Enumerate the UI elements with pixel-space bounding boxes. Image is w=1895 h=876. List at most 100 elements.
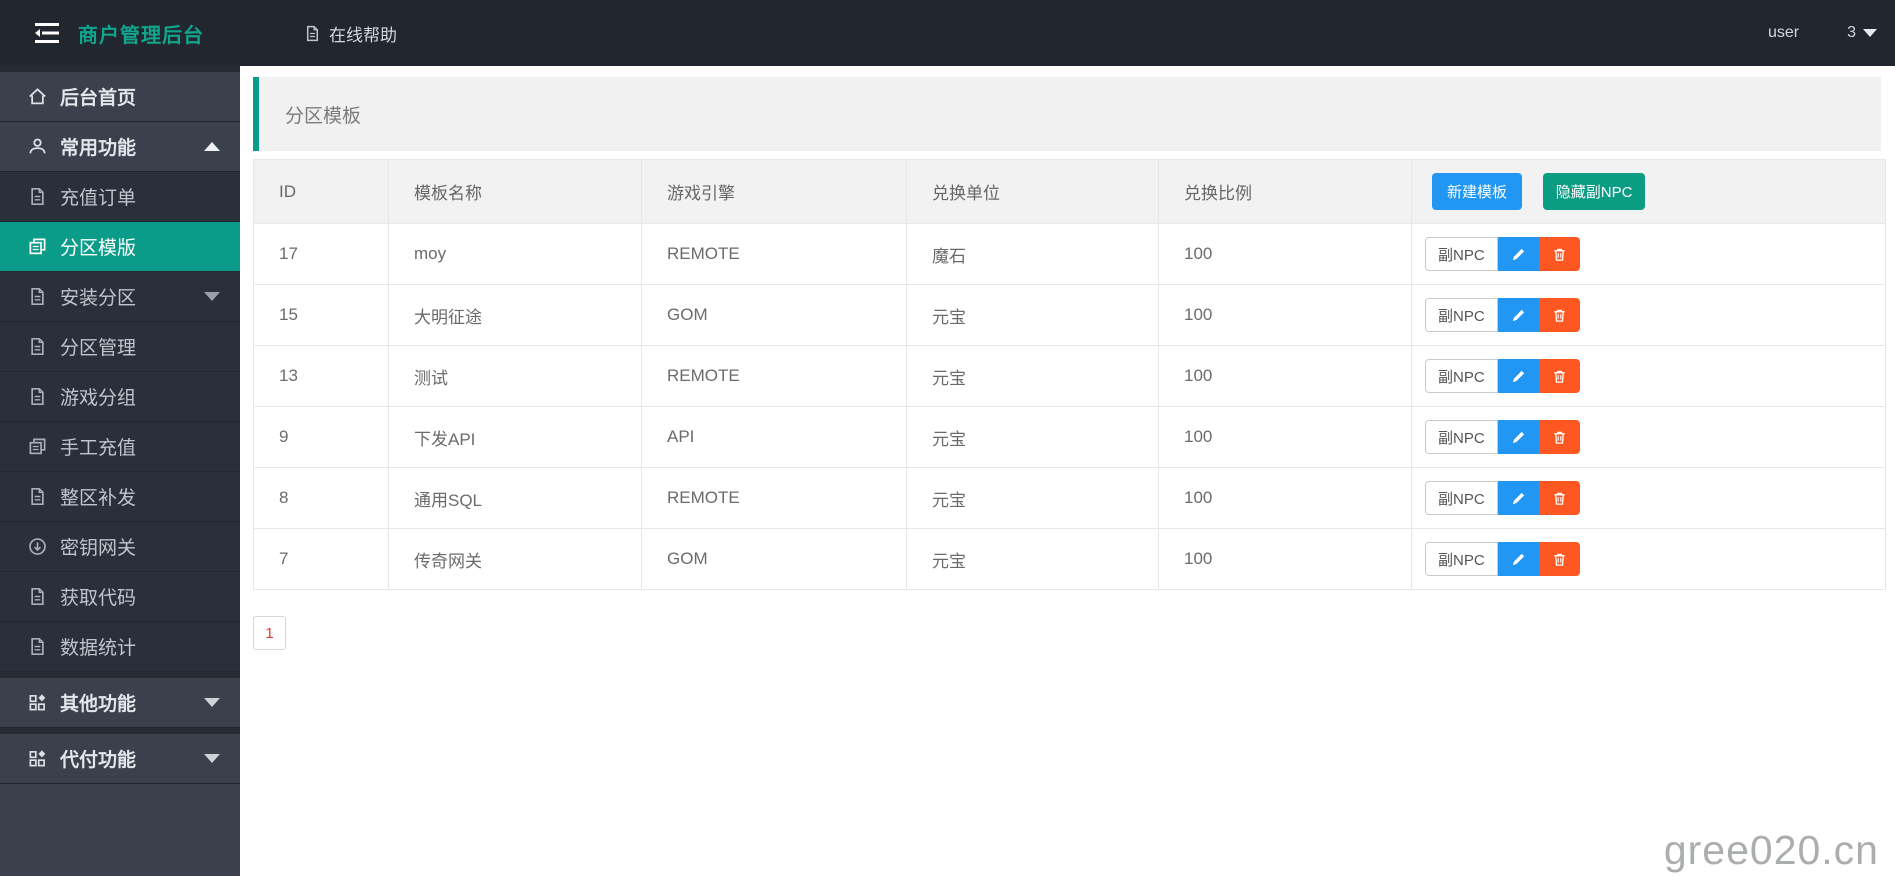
sidebar-item-key-gateway[interactable]: 密钥网关 bbox=[0, 522, 240, 572]
online-help-link[interactable]: 在线帮助 bbox=[304, 21, 397, 46]
cell-id: 7 bbox=[253, 528, 389, 590]
edit-button[interactable] bbox=[1497, 359, 1539, 393]
edit-button[interactable] bbox=[1497, 542, 1539, 576]
page-title-bar: 分区模板 bbox=[253, 77, 1881, 151]
sidebar-item-zone-reissue[interactable]: 整区补发 bbox=[0, 472, 240, 522]
sidebar-item-label: 其他功能 bbox=[60, 694, 137, 715]
table-header-row: ID 模板名称 游戏引擎 兑换单位 兑换比例 新建模板 隐藏副NPC bbox=[253, 159, 1886, 224]
sub-npc-button[interactable]: 副NPC bbox=[1425, 359, 1498, 393]
trash-icon bbox=[1552, 491, 1567, 506]
file-icon bbox=[28, 187, 47, 206]
pencil-icon bbox=[1511, 369, 1526, 384]
col-header-template-name: 模板名称 bbox=[388, 159, 642, 224]
sub-npc-button[interactable]: 副NPC bbox=[1425, 481, 1498, 515]
cell-engine: REMOTE bbox=[641, 223, 907, 285]
sidebar-item-label: 数据统计 bbox=[60, 638, 137, 659]
row-action-group: 副NPC bbox=[1425, 298, 1580, 332]
top-navbar: 商户管理后台 在线帮助 user 3 bbox=[0, 0, 1895, 66]
pencil-icon bbox=[1511, 491, 1526, 506]
cell-unit: 元宝 bbox=[906, 406, 1159, 468]
copy-icon bbox=[28, 437, 47, 456]
cell-actions: 副NPC bbox=[1411, 467, 1886, 529]
file-icon bbox=[28, 637, 47, 656]
delete-button[interactable] bbox=[1538, 237, 1580, 271]
sidebar-item-home[interactable]: 后台首页 bbox=[0, 72, 240, 122]
document-icon bbox=[304, 25, 321, 42]
hide-sub-npc-button[interactable]: 隐藏副NPC bbox=[1542, 173, 1646, 210]
grid-icon bbox=[28, 693, 47, 712]
table-row: 17 moy REMOTE 魔石 100 副NPC bbox=[253, 223, 1886, 285]
pencil-icon bbox=[1511, 552, 1526, 567]
sub-npc-button[interactable]: 副NPC bbox=[1425, 298, 1498, 332]
cell-engine: REMOTE bbox=[641, 467, 907, 529]
table-row: 15 大明征途 GOM 元宝 100 副NPC bbox=[253, 284, 1886, 346]
sidebar-toggle-icon[interactable] bbox=[34, 22, 60, 44]
cell-engine: REMOTE bbox=[641, 345, 907, 407]
cell-name: 传奇网关 bbox=[388, 528, 642, 590]
cell-unit: 元宝 bbox=[906, 467, 1159, 529]
cell-ratio: 100 bbox=[1158, 528, 1412, 590]
col-header-actions: 新建模板 隐藏副NPC bbox=[1411, 159, 1886, 224]
row-action-group: 副NPC bbox=[1425, 481, 1580, 515]
delete-button[interactable] bbox=[1538, 542, 1580, 576]
table-row: 13 测试 REMOTE 元宝 100 副NPC bbox=[253, 345, 1886, 407]
delete-button[interactable] bbox=[1538, 359, 1580, 393]
new-template-button[interactable]: 新建模板 bbox=[1432, 173, 1523, 210]
caret-down-icon bbox=[204, 698, 220, 707]
pencil-icon bbox=[1511, 308, 1526, 323]
sub-npc-button[interactable]: 副NPC bbox=[1425, 420, 1498, 454]
col-header-exchange-unit: 兑换单位 bbox=[906, 159, 1159, 224]
edit-button[interactable] bbox=[1497, 298, 1539, 332]
sidebar-item-partition-template[interactable]: 分区模版 bbox=[0, 222, 240, 272]
pencil-icon bbox=[1511, 430, 1526, 445]
trash-icon bbox=[1552, 247, 1567, 262]
navbar-right: user 3 bbox=[1768, 24, 1895, 42]
user-menu[interactable]: user bbox=[1767, 24, 1800, 41]
sidebar-item-install-partition[interactable]: 安装分区 bbox=[0, 272, 240, 322]
cell-actions: 副NPC bbox=[1411, 223, 1886, 285]
caret-down-icon bbox=[204, 754, 220, 763]
sidebar-item-partition-manage[interactable]: 分区管理 bbox=[0, 322, 240, 372]
edit-button[interactable] bbox=[1497, 481, 1539, 515]
row-action-group: 副NPC bbox=[1425, 542, 1580, 576]
sidebar-section-common-functions[interactable]: 常用功能 bbox=[0, 122, 240, 172]
table-row: 7 传奇网关 GOM 元宝 100 副NPC bbox=[253, 528, 1886, 590]
sidebar-item-label: 手工充值 bbox=[60, 438, 137, 459]
sidebar-item-data-statistics[interactable]: 数据统计 bbox=[0, 622, 240, 672]
template-table-wrap: ID 模板名称 游戏引擎 兑换单位 兑换比例 新建模板 隐藏副NPC 17 bbox=[253, 159, 1895, 590]
sidebar-item-label: 后台首页 bbox=[60, 88, 137, 109]
cell-name: 测试 bbox=[388, 345, 642, 407]
edit-button[interactable] bbox=[1497, 420, 1539, 454]
caret-down-icon bbox=[1863, 29, 1877, 37]
delete-button[interactable] bbox=[1538, 420, 1580, 454]
cell-name: 通用SQL bbox=[388, 467, 642, 529]
sub-npc-button[interactable]: 副NPC bbox=[1425, 542, 1498, 576]
trash-icon bbox=[1552, 369, 1567, 384]
sidebar-section-payment-functions[interactable]: 代付功能 bbox=[0, 734, 240, 784]
delete-button[interactable] bbox=[1538, 298, 1580, 332]
sidebar-item-get-code[interactable]: 获取代码 bbox=[0, 572, 240, 622]
table-row: 9 下发API API 元宝 100 副NPC bbox=[253, 406, 1886, 468]
home-icon bbox=[28, 87, 47, 106]
sidebar-section-other-functions[interactable]: 其他功能 bbox=[0, 678, 240, 728]
cell-actions: 副NPC bbox=[1411, 406, 1886, 468]
sidebar-item-recharge-orders[interactable]: 充值订单 bbox=[0, 172, 240, 222]
cell-id: 17 bbox=[253, 223, 389, 285]
cell-actions: 副NPC bbox=[1411, 528, 1886, 590]
edit-button[interactable] bbox=[1497, 237, 1539, 271]
notification-dropdown[interactable]: 3 bbox=[1847, 24, 1877, 42]
row-action-group: 副NPC bbox=[1425, 237, 1580, 271]
page-1-button[interactable]: 1 bbox=[253, 616, 286, 650]
sidebar-item-label: 游戏分组 bbox=[60, 388, 137, 409]
app-title[interactable]: 商户管理后台 bbox=[78, 24, 204, 47]
sidebar-item-game-groups[interactable]: 游戏分组 bbox=[0, 372, 240, 422]
cell-unit: 魔石 bbox=[906, 223, 1159, 285]
sidebar-item-label: 分区模版 bbox=[60, 238, 137, 259]
sidebar-item-manual-recharge[interactable]: 手工充值 bbox=[0, 422, 240, 472]
sub-npc-button[interactable]: 副NPC bbox=[1425, 237, 1498, 271]
sidebar-filler bbox=[0, 784, 240, 876]
delete-button[interactable] bbox=[1538, 481, 1580, 515]
cell-engine: API bbox=[641, 406, 907, 468]
caret-down-icon bbox=[204, 292, 220, 301]
copy-icon bbox=[28, 237, 47, 256]
